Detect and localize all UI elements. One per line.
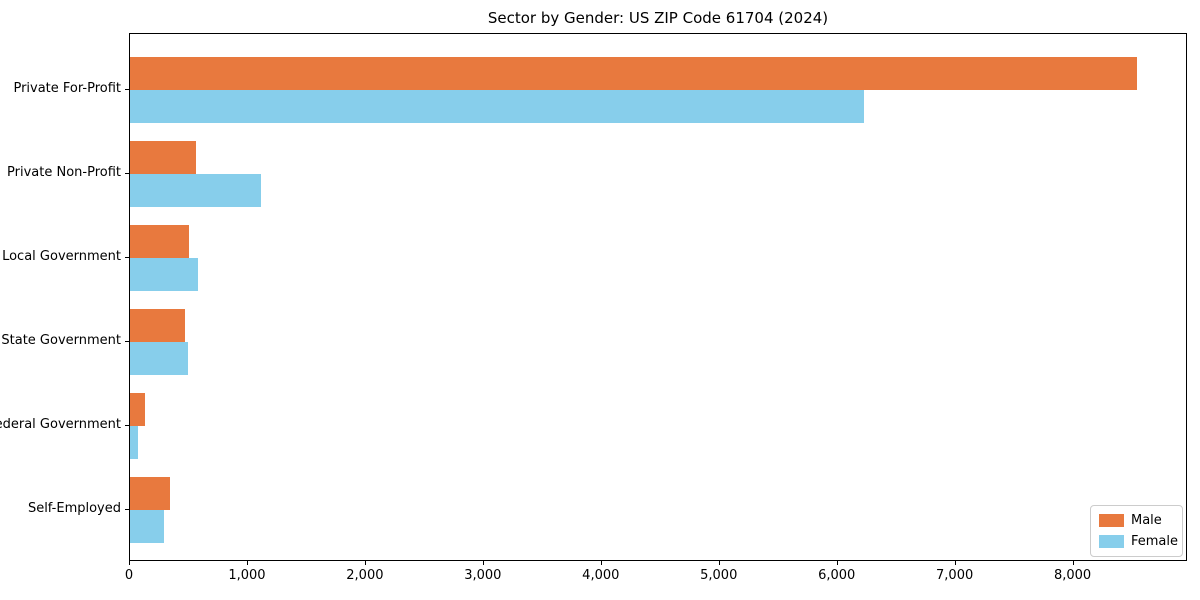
bar-male-self-employed	[130, 477, 171, 510]
legend-label-female: Female	[1131, 534, 1179, 549]
y-axis-label-private-non-profit: Private Non-Profit	[7, 165, 121, 180]
x-axis-label-1000: 1,000	[228, 568, 266, 583]
bar-female-private-non-profit	[130, 174, 261, 207]
y-tick-mark	[125, 509, 129, 510]
x-tick-mark	[129, 561, 130, 565]
bar-male-federal-government	[130, 393, 145, 426]
bar-male-state-government	[130, 309, 185, 342]
bar-male-private-for-profit	[130, 57, 1138, 90]
bar-female-state-government	[130, 342, 188, 375]
legend-label-male: Male	[1131, 513, 1162, 528]
x-tick-mark	[246, 561, 248, 565]
x-axis-label-0: 0	[124, 568, 134, 583]
x-axis-label-7000: 7,000	[936, 568, 974, 583]
x-axis-label-2000: 2,000	[346, 568, 384, 583]
plot-area	[129, 33, 1187, 561]
x-axis-label-8000: 8,000	[1053, 568, 1092, 583]
x-tick-mark	[600, 561, 602, 565]
bar-female-federal-government	[130, 426, 138, 459]
y-tick-mark	[125, 257, 129, 258]
male-swatch	[1099, 514, 1124, 527]
bar-female-self-employed	[130, 510, 165, 543]
bar-female-private-for-profit	[130, 90, 864, 123]
y-axis-label-self-employed: Self-Employed	[27, 501, 121, 516]
x-tick-mark	[482, 561, 484, 565]
x-axis-label-6000: 6,000	[818, 568, 856, 583]
x-axis-label-3000: 3,000	[464, 568, 502, 583]
x-tick-mark	[836, 561, 838, 565]
y-tick-mark	[125, 425, 129, 426]
bar-male-local-government	[130, 225, 189, 258]
legend-row-male: Male	[1099, 513, 1173, 528]
legend: Male Female	[1090, 505, 1183, 557]
y-tick-mark	[125, 89, 129, 90]
legend-row-female: Female	[1099, 534, 1178, 549]
y-axis-label-state-government: State Government	[1, 333, 121, 348]
female-swatch	[1099, 535, 1124, 548]
y-tick-mark	[125, 341, 129, 342]
y-axis-label-federal-government: Federal Government	[0, 417, 121, 432]
x-axis-label-4000: 4,000	[582, 568, 620, 583]
chart-title: Sector by Gender: US ZIP Code 61704 (202…	[487, 9, 829, 27]
x-tick-mark	[718, 561, 720, 565]
bar-male-private-non-profit	[130, 141, 197, 174]
y-tick-mark	[125, 173, 129, 174]
x-tick-mark	[1072, 561, 1074, 565]
x-tick-mark	[954, 561, 956, 565]
y-axis-label-private-for-profit: Private For-Profit	[13, 81, 121, 96]
bar-female-local-government	[130, 258, 198, 291]
y-axis-label-local-government: Local Government	[2, 249, 121, 264]
x-tick-mark	[364, 561, 366, 565]
x-axis-label-5000: 5,000	[700, 568, 738, 583]
